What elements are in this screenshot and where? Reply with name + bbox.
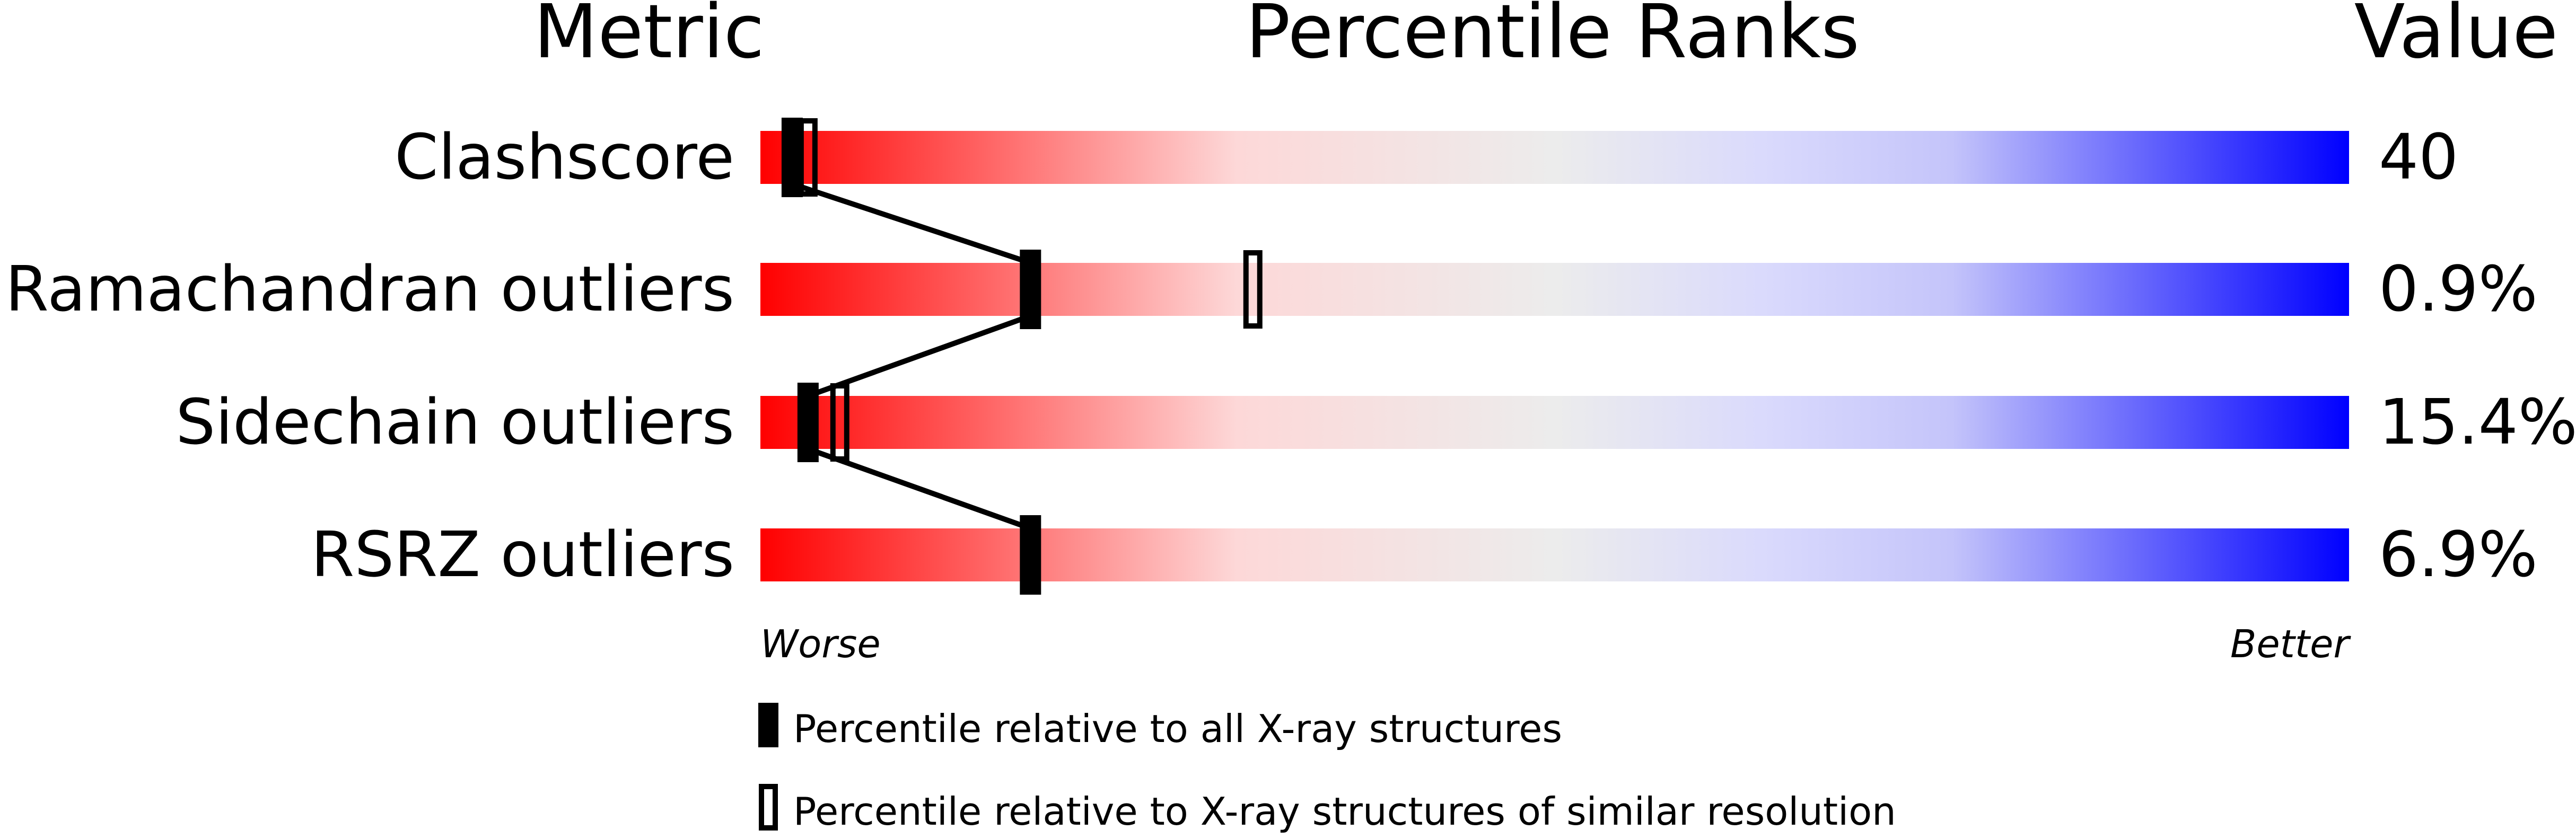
- legend-similar-label: Percentile relative to X-ray structures …: [793, 789, 1896, 834]
- metric-label: Clashscore: [395, 120, 734, 193]
- metric-value: 40: [2379, 120, 2458, 193]
- metric-value: 6.9%: [2379, 518, 2538, 591]
- marker-similar: [798, 118, 818, 197]
- percentile-bar: [760, 263, 2349, 316]
- marker-all: [1020, 250, 1041, 329]
- percentile-bar: [760, 131, 2349, 184]
- metric-label: RSRZ outliers: [311, 518, 734, 591]
- legend-all-label: Percentile relative to all X-ray structu…: [793, 706, 1562, 751]
- metric-value: 15.4%: [2379, 385, 2576, 458]
- legend-open-marker-icon: [759, 784, 778, 831]
- axis-label-better: Better: [2230, 622, 2351, 666]
- header-value: Value: [2354, 0, 2558, 75]
- connector-line: [807, 313, 1032, 399]
- header-metric: Metric: [533, 0, 764, 75]
- percentile-bar: [760, 396, 2349, 449]
- connector-line: [791, 181, 1031, 266]
- metric-label: Ramachandran outliers: [5, 252, 734, 325]
- connector-line: [807, 446, 1032, 531]
- marker-all: [797, 383, 819, 462]
- metric-label: Sidechain outliers: [176, 385, 734, 458]
- percentile-bar: [760, 528, 2349, 581]
- marker-similar: [1243, 250, 1263, 329]
- header-percentile-ranks: Percentile Ranks: [1246, 0, 1860, 75]
- axis-label-worse: Worse: [760, 622, 881, 666]
- legend-filled-marker-icon: [758, 703, 778, 747]
- marker-similar: [1021, 516, 1040, 594]
- marker-similar: [830, 383, 849, 462]
- metric-value: 0.9%: [2379, 252, 2538, 325]
